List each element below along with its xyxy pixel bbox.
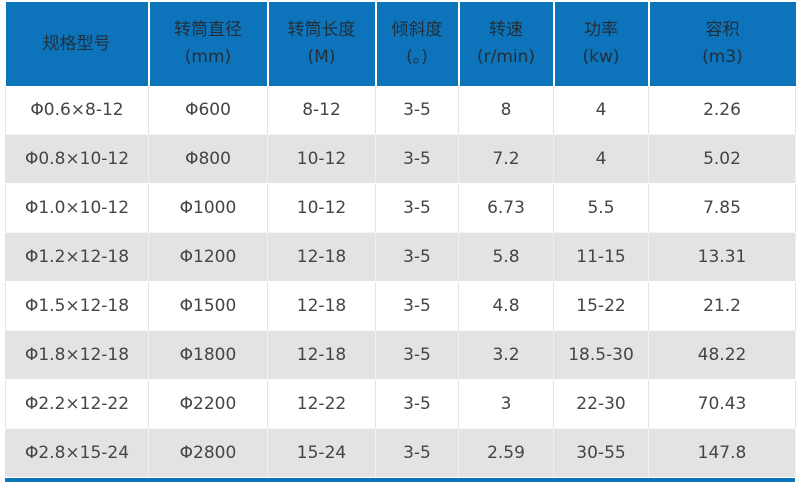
col-header-power: 功率 (kw) (553, 2, 650, 86)
col-header-label: 转速 (489, 20, 523, 40)
cell-rotation-speed: 3.2 (458, 330, 554, 380)
cell-volume: 70.43 (648, 379, 796, 429)
cell-volume: 13.31 (648, 232, 796, 282)
table-row: Φ1.2×12-18 Φ1200 12-18 3-5 5.8 11-15 13.… (5, 232, 796, 282)
col-header-unit: (r/min) (476, 47, 536, 67)
cell-spec-model: Φ2.2×12-22 (5, 379, 149, 429)
table-row: Φ1.5×12-18 Φ1500 12-18 3-5 4.8 15-22 21.… (5, 281, 796, 331)
cell-rotation-speed: 6.73 (458, 183, 554, 233)
cell-volume: 21.2 (648, 281, 796, 331)
col-header-rotation-speed: 转速 (r/min) (458, 2, 555, 86)
cell-volume: 5.02 (648, 134, 796, 184)
cell-power: 15-22 (553, 281, 649, 331)
cell-drum-diameter: Φ1200 (148, 232, 268, 282)
cell-inclination: 3-5 (375, 183, 459, 233)
col-header-drum-diameter: 转筒直径 (mm) (148, 2, 269, 86)
col-header-label: 功率 (584, 20, 618, 40)
cell-power: 30-55 (553, 428, 649, 478)
cell-inclination: 3-5 (375, 428, 459, 478)
col-header-unit: (mm) (184, 47, 232, 67)
col-header-label: 容积 (705, 20, 740, 40)
col-header-spec-model: 规格型号 (5, 2, 150, 86)
cell-power: 18.5-30 (553, 330, 649, 380)
cell-inclination: 3-5 (375, 281, 459, 331)
table-row: Φ1.8×12-18 Φ1800 12-18 3-5 3.2 18.5-30 4… (5, 330, 796, 380)
cell-rotation-speed: 4.8 (458, 281, 554, 331)
spec-table: 规格型号 转筒直径 (mm) 转筒长度 (M) 倾斜度 (。) (5, 2, 796, 478)
cell-inclination: 3-5 (375, 379, 459, 429)
cell-inclination: 3-5 (375, 134, 459, 184)
cell-drum-diameter: Φ600 (148, 86, 268, 135)
cell-drum-diameter: Φ800 (148, 134, 268, 184)
cell-drum-length: 12-18 (267, 330, 376, 380)
col-header-volume: 容积 (m3) (648, 2, 796, 86)
cell-volume: 147.8 (648, 428, 796, 478)
cell-rotation-speed: 2.59 (458, 428, 554, 478)
cell-power: 5.5 (553, 183, 649, 233)
table-row: Φ0.8×10-12 Φ800 10-12 3-5 7.2 4 5.02 (5, 134, 796, 184)
cell-drum-length: 12-22 (267, 379, 376, 429)
table-row: Φ0.6×8-12 Φ600 8-12 3-5 8 4 2.26 (5, 86, 796, 135)
cell-inclination: 3-5 (375, 330, 459, 380)
col-header-unit: (kw) (582, 47, 620, 67)
cell-drum-length: 10-12 (267, 134, 376, 184)
cell-power: 4 (553, 134, 649, 184)
cell-spec-model: Φ1.2×12-18 (5, 232, 149, 282)
cell-drum-diameter: Φ1800 (148, 330, 268, 380)
cell-volume: 48.22 (648, 330, 796, 380)
table-row: Φ2.2×12-22 Φ2200 12-22 3-5 3 22-30 70.43 (5, 379, 796, 429)
table-row: Φ2.8×15-24 Φ2800 15-24 3-5 2.59 30-55 14… (5, 428, 796, 478)
col-header-unit: (M) (307, 47, 336, 67)
cell-rotation-speed: 8 (458, 86, 554, 135)
cell-spec-model: Φ1.0×10-12 (5, 183, 149, 233)
cell-spec-model: Φ1.8×12-18 (5, 330, 149, 380)
col-header-unit: (。) (406, 47, 428, 67)
cell-power: 11-15 (553, 232, 649, 282)
cell-drum-diameter: Φ2200 (148, 379, 268, 429)
cell-volume: 2.26 (648, 86, 796, 135)
col-header-label: 倾斜度 (391, 20, 443, 40)
header-row: 规格型号 转筒直径 (mm) 转筒长度 (M) 倾斜度 (。) (5, 2, 796, 86)
col-header-inclination: 倾斜度 (。) (375, 2, 460, 86)
cell-power: 22-30 (553, 379, 649, 429)
cell-drum-diameter: Φ1000 (148, 183, 268, 233)
col-header-label: 转筒长度 (287, 20, 356, 40)
cell-drum-length: 12-18 (267, 232, 376, 282)
cell-spec-model: Φ0.6×8-12 (5, 86, 149, 135)
col-header-unit: (m3) (702, 47, 743, 67)
cell-rotation-speed: 5.8 (458, 232, 554, 282)
cell-spec-model: Φ1.5×12-18 (5, 281, 149, 331)
spec-table-container: 规格型号 转筒直径 (mm) 转筒长度 (M) 倾斜度 (。) (5, 2, 796, 482)
col-header-drum-length: 转筒长度 (M) (267, 2, 377, 86)
cell-spec-model: Φ2.8×15-24 (5, 428, 149, 478)
table-row: Φ1.0×10-12 Φ1000 10-12 3-5 6.73 5.5 7.85 (5, 183, 796, 233)
cell-power: 4 (553, 86, 649, 135)
cell-inclination: 3-5 (375, 86, 459, 135)
cell-drum-length: 15-24 (267, 428, 376, 478)
cell-drum-diameter: Φ2800 (148, 428, 268, 478)
cell-rotation-speed: 3 (458, 379, 554, 429)
table-bottom-accent-bar (5, 478, 795, 482)
col-header-label: 转筒直径 (174, 20, 242, 40)
cell-volume: 7.85 (648, 183, 796, 233)
cell-drum-length: 12-18 (267, 281, 376, 331)
cell-drum-length: 8-12 (267, 86, 376, 135)
cell-inclination: 3-5 (375, 232, 459, 282)
cell-spec-model: Φ0.8×10-12 (5, 134, 149, 184)
cell-rotation-speed: 7.2 (458, 134, 554, 184)
cell-drum-length: 10-12 (267, 183, 376, 233)
cell-drum-diameter: Φ1500 (148, 281, 268, 331)
col-header-label: 规格型号 (42, 33, 111, 54)
